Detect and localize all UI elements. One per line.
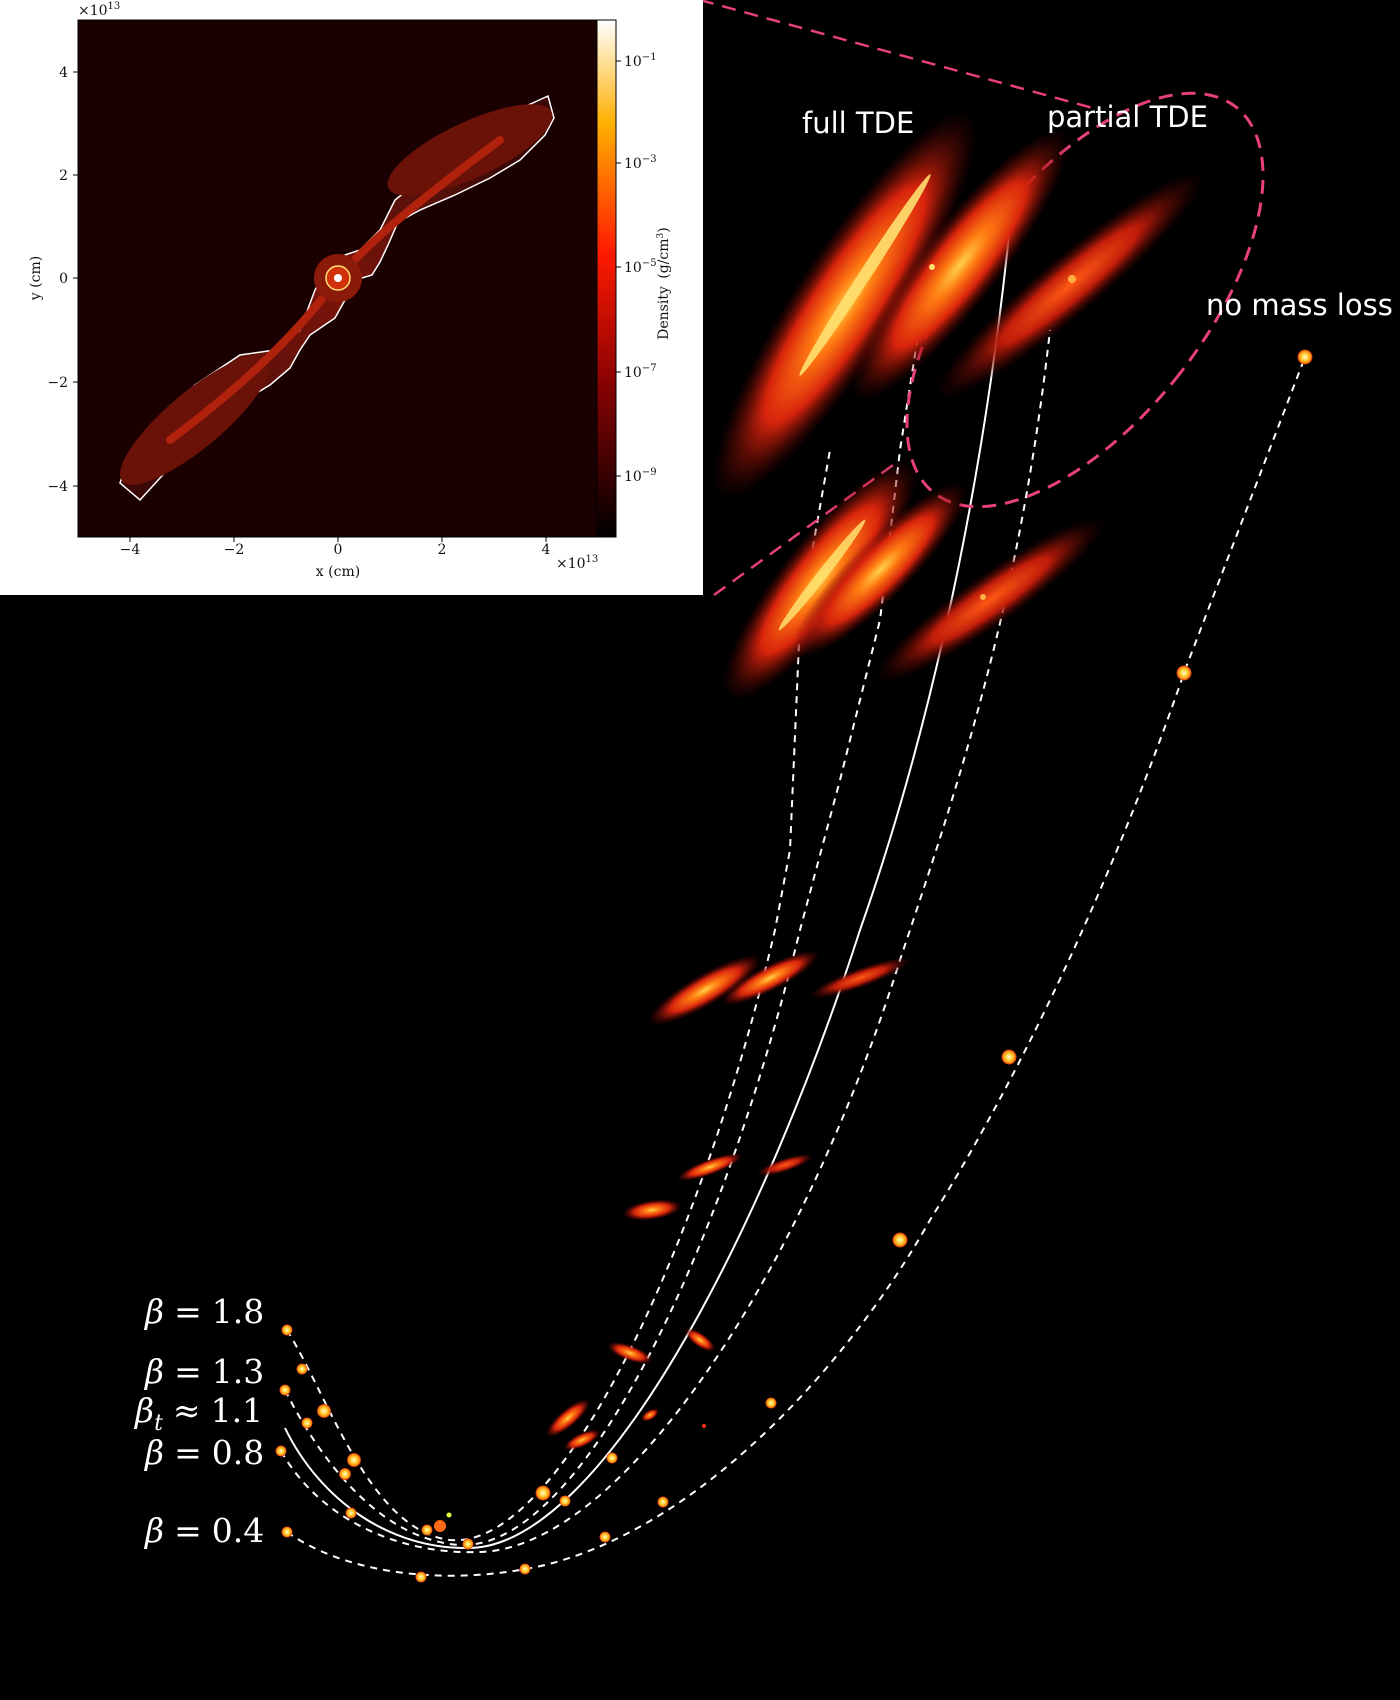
- inset-debris: [119, 94, 555, 502]
- trajectory-beta-t-1.1: [284, 224, 1011, 1550]
- trajectory-beta-1.3: [284, 309, 923, 1547]
- debris-third-mid: [874, 516, 1106, 684]
- inset-x-tick: 0: [334, 542, 343, 558]
- star-beta-1.8-b: [296, 1363, 308, 1375]
- beta-label-0.8: β = 0.8: [143, 1433, 264, 1472]
- label-no-mass-loss: no mass loss: [1206, 288, 1393, 322]
- star-beta-0.4-e: [657, 1496, 669, 1508]
- debris-second-mid: [792, 482, 968, 658]
- star-beta-0.4-f: [765, 1397, 777, 1409]
- label-partial-tde: partial TDE: [1047, 100, 1208, 134]
- star-beta-1.3-c: [339, 1468, 351, 1480]
- debris-low-3: [808, 956, 912, 1000]
- debris-low-1: [648, 954, 762, 1026]
- star-beta-1.3-b: [301, 1417, 313, 1429]
- inset-y-tick: 2: [59, 168, 68, 184]
- star-beta-0.8-b: [345, 1507, 357, 1519]
- debris-full-tde-top-core: [799, 174, 931, 376]
- debris-partial-tde-core: [1068, 275, 1076, 283]
- colorbar-tick: 10−1: [624, 52, 657, 70]
- debris-low-4: [676, 1152, 744, 1182]
- trajectories: [280, 224, 1306, 1577]
- beta-labels: β = 1.8 β = 1.3 βt ≈1.1 β = 0.8 β = 0.4: [133, 1292, 264, 1550]
- debris-low-8: [684, 1328, 716, 1352]
- star-beta-0.4-d: [599, 1531, 611, 1543]
- debris-third-mid-core: [980, 594, 986, 600]
- star-peri-c: [446, 1512, 452, 1518]
- debris-low-9: [545, 1398, 591, 1438]
- debris-second-top-core: [929, 264, 935, 270]
- star-peri-a: [421, 1524, 433, 1536]
- inset-density-plot: −4 −2 0 2 4 x (cm) ×1013 4 2 0 −2 −4 y (…: [0, 0, 703, 595]
- trajectory-beta-0.8: [280, 329, 1051, 1554]
- star-beta-0.4-a: [281, 1526, 293, 1538]
- inset-y-tick: 4: [59, 65, 68, 81]
- star-beta-0.4-j: [1297, 349, 1313, 365]
- star-peri-g: [606, 1452, 618, 1464]
- inset-x-exponent: ×1013: [556, 554, 598, 572]
- inset-x-tick: −4: [120, 542, 141, 558]
- inset-y-tick: 0: [59, 271, 68, 287]
- colorbar-tick: 10−3: [624, 154, 657, 172]
- debris-low-10: [563, 1429, 601, 1451]
- inset-x-label: x (cm): [316, 564, 360, 580]
- partial-tde-ellipse: [905, 91, 1265, 509]
- inset-y-tick: −2: [47, 375, 68, 391]
- inset-y-label: y (cm): [28, 256, 44, 301]
- trajectory-beta-1.8: [286, 449, 831, 1542]
- inset-x-tick: 2: [438, 542, 447, 558]
- star-beta-0.4-c: [519, 1563, 531, 1575]
- colorbar-gradient: [596, 19, 617, 538]
- label-full-tde: full TDE: [802, 106, 914, 140]
- star-beta-0.4-i: [1176, 665, 1192, 681]
- trajectory-beta-0.4: [286, 356, 1306, 1577]
- debris-low-2: [720, 950, 820, 1006]
- colorbar-tick: 10−5: [624, 258, 657, 276]
- beta-label-0.4: β = 0.4: [143, 1511, 264, 1550]
- inset-x-axis: −4 −2 0 2 4 x (cm) ×1013: [120, 537, 598, 580]
- inset-y-exponent: ×1013: [78, 1, 120, 19]
- debris-partial-tde: [934, 170, 1206, 400]
- star-beta-1.8-d: [347, 1453, 361, 1467]
- star-peri-d: [462, 1538, 474, 1550]
- star-beta-0.4-b: [415, 1571, 427, 1583]
- projection-line-top: [699, 0, 1101, 112]
- beta-label-t-1.1: βt ≈1.1: [133, 1391, 263, 1436]
- debris-low-11: [640, 1408, 660, 1422]
- inset-core: [334, 274, 342, 282]
- star-markers: [275, 349, 1313, 1583]
- inset-x-tick: 4: [542, 542, 551, 558]
- star-beta-0.8-a: [275, 1445, 287, 1457]
- star-beta-1.8-c: [317, 1404, 331, 1418]
- colorbar-label: Density: [656, 286, 672, 340]
- beta-label-1.8: β = 1.8: [143, 1292, 264, 1331]
- star-peri-f: [559, 1495, 571, 1507]
- star-beta-0.4-h: [1001, 1049, 1017, 1065]
- debris-low-5: [756, 1153, 814, 1177]
- star-peri-h: [702, 1424, 706, 1428]
- colorbar-unit: (g/cm3): [656, 227, 672, 278]
- debris-low-7: [607, 1341, 653, 1365]
- debris-streams: [545, 110, 1206, 1451]
- star-peri-e: [535, 1485, 551, 1501]
- debris-low-6: [622, 1199, 682, 1221]
- debris-full-tde-mid-core: [778, 519, 866, 631]
- inset-x-tick: −2: [224, 542, 245, 558]
- star-peri-b: [434, 1520, 446, 1532]
- beta-label-1.3: β = 1.3: [143, 1352, 264, 1391]
- inset-y-axis: 4 2 0 −2 −4 y (cm) ×1013: [28, 1, 120, 495]
- star-beta-1.8-a: [281, 1324, 293, 1336]
- colorbar-tick: 10−7: [624, 363, 657, 381]
- colorbar-tick: 10−9: [624, 467, 657, 485]
- debris-second-top: [850, 128, 1070, 402]
- inset-lobe-top: [387, 104, 553, 196]
- star-beta-1.3-a: [279, 1384, 291, 1396]
- inset-y-tick: −4: [47, 479, 68, 495]
- star-beta-0.4-g: [892, 1232, 908, 1248]
- inset-colorbar: 10−1 10−3 10−5 10−7 10−9 Density (g/cm3): [596, 19, 672, 538]
